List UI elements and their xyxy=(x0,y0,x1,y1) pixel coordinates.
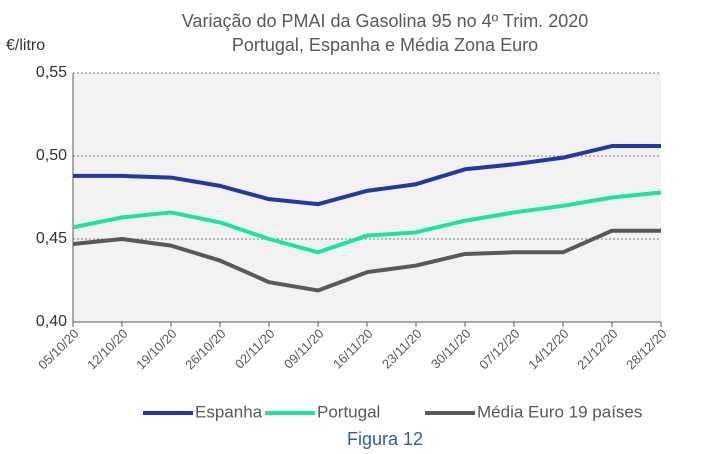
y-tick-label: 0,55 xyxy=(36,64,67,81)
x-tick-label: 14/12/20 xyxy=(525,326,571,372)
x-tick-label: 28/12/20 xyxy=(623,326,669,372)
chart-subtitle: Portugal, Espanha e Média Zona Euro xyxy=(232,35,538,55)
legend-label: Média Euro 19 países xyxy=(477,402,642,421)
plot-area xyxy=(73,73,661,322)
x-tick-label: 05/10/20 xyxy=(35,326,81,372)
x-tick-label: 23/11/20 xyxy=(379,326,425,372)
x-tick-label: 16/11/20 xyxy=(330,326,376,372)
y-tick-label: 0,40 xyxy=(36,313,67,330)
series-line xyxy=(72,228,661,293)
y-tick-label: 0,50 xyxy=(36,147,67,164)
x-tick-label: 30/11/20 xyxy=(428,326,474,372)
caption: Figura 12 xyxy=(347,429,423,449)
x-tick-label: 19/10/20 xyxy=(133,326,179,372)
x-tick-label: 21/12/20 xyxy=(574,326,620,372)
series-line xyxy=(72,190,662,255)
legend-label: Espanha xyxy=(195,402,263,421)
x-tick-label: 26/10/20 xyxy=(182,326,228,372)
legend-label: Portugal xyxy=(317,402,380,421)
x-tick-label: 07/12/20 xyxy=(476,326,522,372)
y-tick-label: 0,45 xyxy=(36,230,67,247)
y-axis-label: €/litro xyxy=(6,37,45,54)
chart-title: Variação do PMAI da Gasolina 95 no 4º Tr… xyxy=(182,11,588,31)
x-tick-label: 02/11/20 xyxy=(232,326,278,372)
x-tick-label: 12/10/20 xyxy=(84,326,130,372)
x-tick-label: 09/11/20 xyxy=(281,326,327,372)
series-line xyxy=(73,144,661,207)
